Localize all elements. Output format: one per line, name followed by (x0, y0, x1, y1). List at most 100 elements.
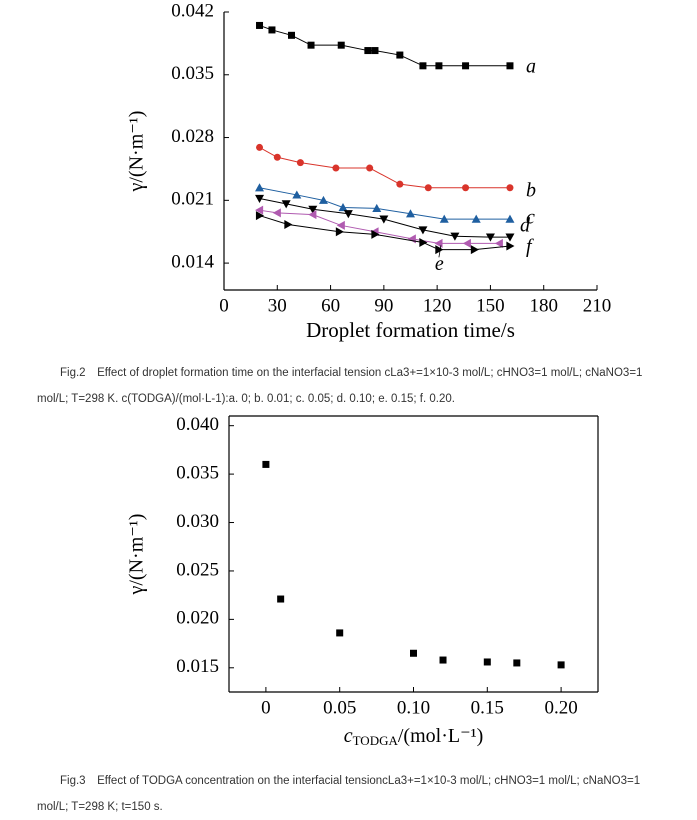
marker (419, 62, 427, 70)
marker (273, 153, 281, 161)
point (483, 658, 491, 666)
marker (419, 237, 428, 247)
marker (256, 21, 264, 29)
y-tick-label: 0.030 (176, 511, 219, 532)
x-label-symbol: c (344, 725, 353, 747)
marker (296, 159, 304, 167)
marker (255, 194, 265, 204)
x-tick-label: 60 (321, 295, 340, 316)
marker (494, 238, 503, 248)
x-axis-label: Droplet formation time/s (306, 318, 515, 342)
marker (379, 215, 389, 224)
caption: Fig.3 Effect of TODGA concentration on t… (37, 775, 641, 813)
marker (462, 184, 470, 192)
marker (371, 229, 380, 239)
series-line (259, 24, 510, 67)
x-tick-label: 150 (476, 295, 505, 316)
marker (343, 210, 353, 219)
marker (281, 200, 291, 209)
marker (435, 62, 443, 70)
marker (335, 227, 344, 237)
marker (424, 184, 432, 192)
series-label: b (526, 179, 536, 201)
series-line (259, 215, 511, 251)
marker (371, 47, 379, 55)
marker (338, 202, 348, 212)
marker (450, 232, 460, 241)
marker (505, 214, 515, 223)
series-label: c (526, 207, 535, 229)
marker (256, 143, 264, 151)
marker (396, 51, 404, 59)
caption: Fig.2 Effect of droplet formation time o… (37, 367, 643, 405)
point (262, 460, 270, 468)
series-label: f (526, 236, 534, 258)
y-tick-label: 0.028 (171, 126, 214, 147)
marker (439, 214, 449, 223)
marker (506, 184, 514, 192)
y-tick-label: 0.015 (176, 656, 219, 677)
marker (471, 214, 481, 223)
point (557, 661, 565, 669)
x-label-subscript: TODGA (353, 733, 399, 748)
point (439, 656, 447, 664)
marker (435, 245, 444, 255)
marker (308, 205, 318, 214)
marker (506, 241, 515, 251)
x-axis-label: cTODGA/(mol·L⁻¹) (344, 725, 484, 748)
marker (336, 220, 345, 230)
marker (255, 183, 265, 192)
x-tick-label: 180 (529, 295, 558, 316)
point (410, 649, 417, 657)
marker (407, 234, 416, 244)
marker (287, 31, 295, 39)
marker (284, 220, 293, 230)
marker (366, 164, 374, 172)
x-tick-label: 210 (583, 295, 612, 316)
point (336, 629, 344, 637)
series-label: a (526, 55, 536, 77)
x-tick-label: 0 (219, 295, 229, 316)
point (277, 595, 285, 603)
marker (308, 210, 317, 220)
marker (272, 208, 281, 218)
marker (372, 203, 382, 212)
x-tick-label: 0 (261, 697, 271, 718)
marker (255, 205, 264, 215)
y-axis-label: γ/(N·m⁻¹) (126, 514, 148, 596)
y-tick-label: 0.042 (171, 0, 214, 21)
marker (292, 190, 302, 199)
marker (418, 226, 428, 235)
marker (364, 47, 372, 55)
chart: 0.014 0.021 0.028 0.035 0.042 0 30 60 90 120 150 18… (126, 0, 612, 342)
marker (318, 195, 328, 204)
series-line (259, 209, 500, 244)
x-tick-label: 0.10 (397, 697, 430, 718)
y-tick-label: 0.035 (171, 63, 214, 84)
marker (396, 180, 404, 188)
point (513, 659, 521, 667)
x-tick-label: 0.20 (544, 697, 577, 718)
marker (268, 26, 276, 34)
marker (462, 62, 470, 70)
x-label-unit: /(mol·L⁻¹) (398, 725, 483, 747)
series-label: d (520, 215, 531, 237)
marker (470, 245, 479, 255)
series-line (259, 146, 510, 189)
marker (462, 238, 471, 248)
x-tick-label: 0.15 (471, 697, 504, 718)
y-tick-label: 0.014 (171, 251, 214, 272)
y-tick-label: 0.020 (176, 608, 219, 629)
marker (505, 233, 515, 242)
marker (255, 211, 265, 221)
chart: 0.015 0.020 0.025 0.030 0.035 0.040 0 0.05 0.10 0… (126, 414, 599, 748)
x-tick-label: 120 (423, 295, 452, 316)
y-tick-label: 0.021 (171, 189, 214, 210)
y-tick-label: 0.040 (176, 414, 219, 435)
marker (337, 41, 345, 49)
marker (332, 164, 340, 172)
x-tick-label: 0.05 (323, 697, 356, 718)
marker (307, 41, 315, 49)
y-tick-label: 0.025 (176, 559, 219, 580)
